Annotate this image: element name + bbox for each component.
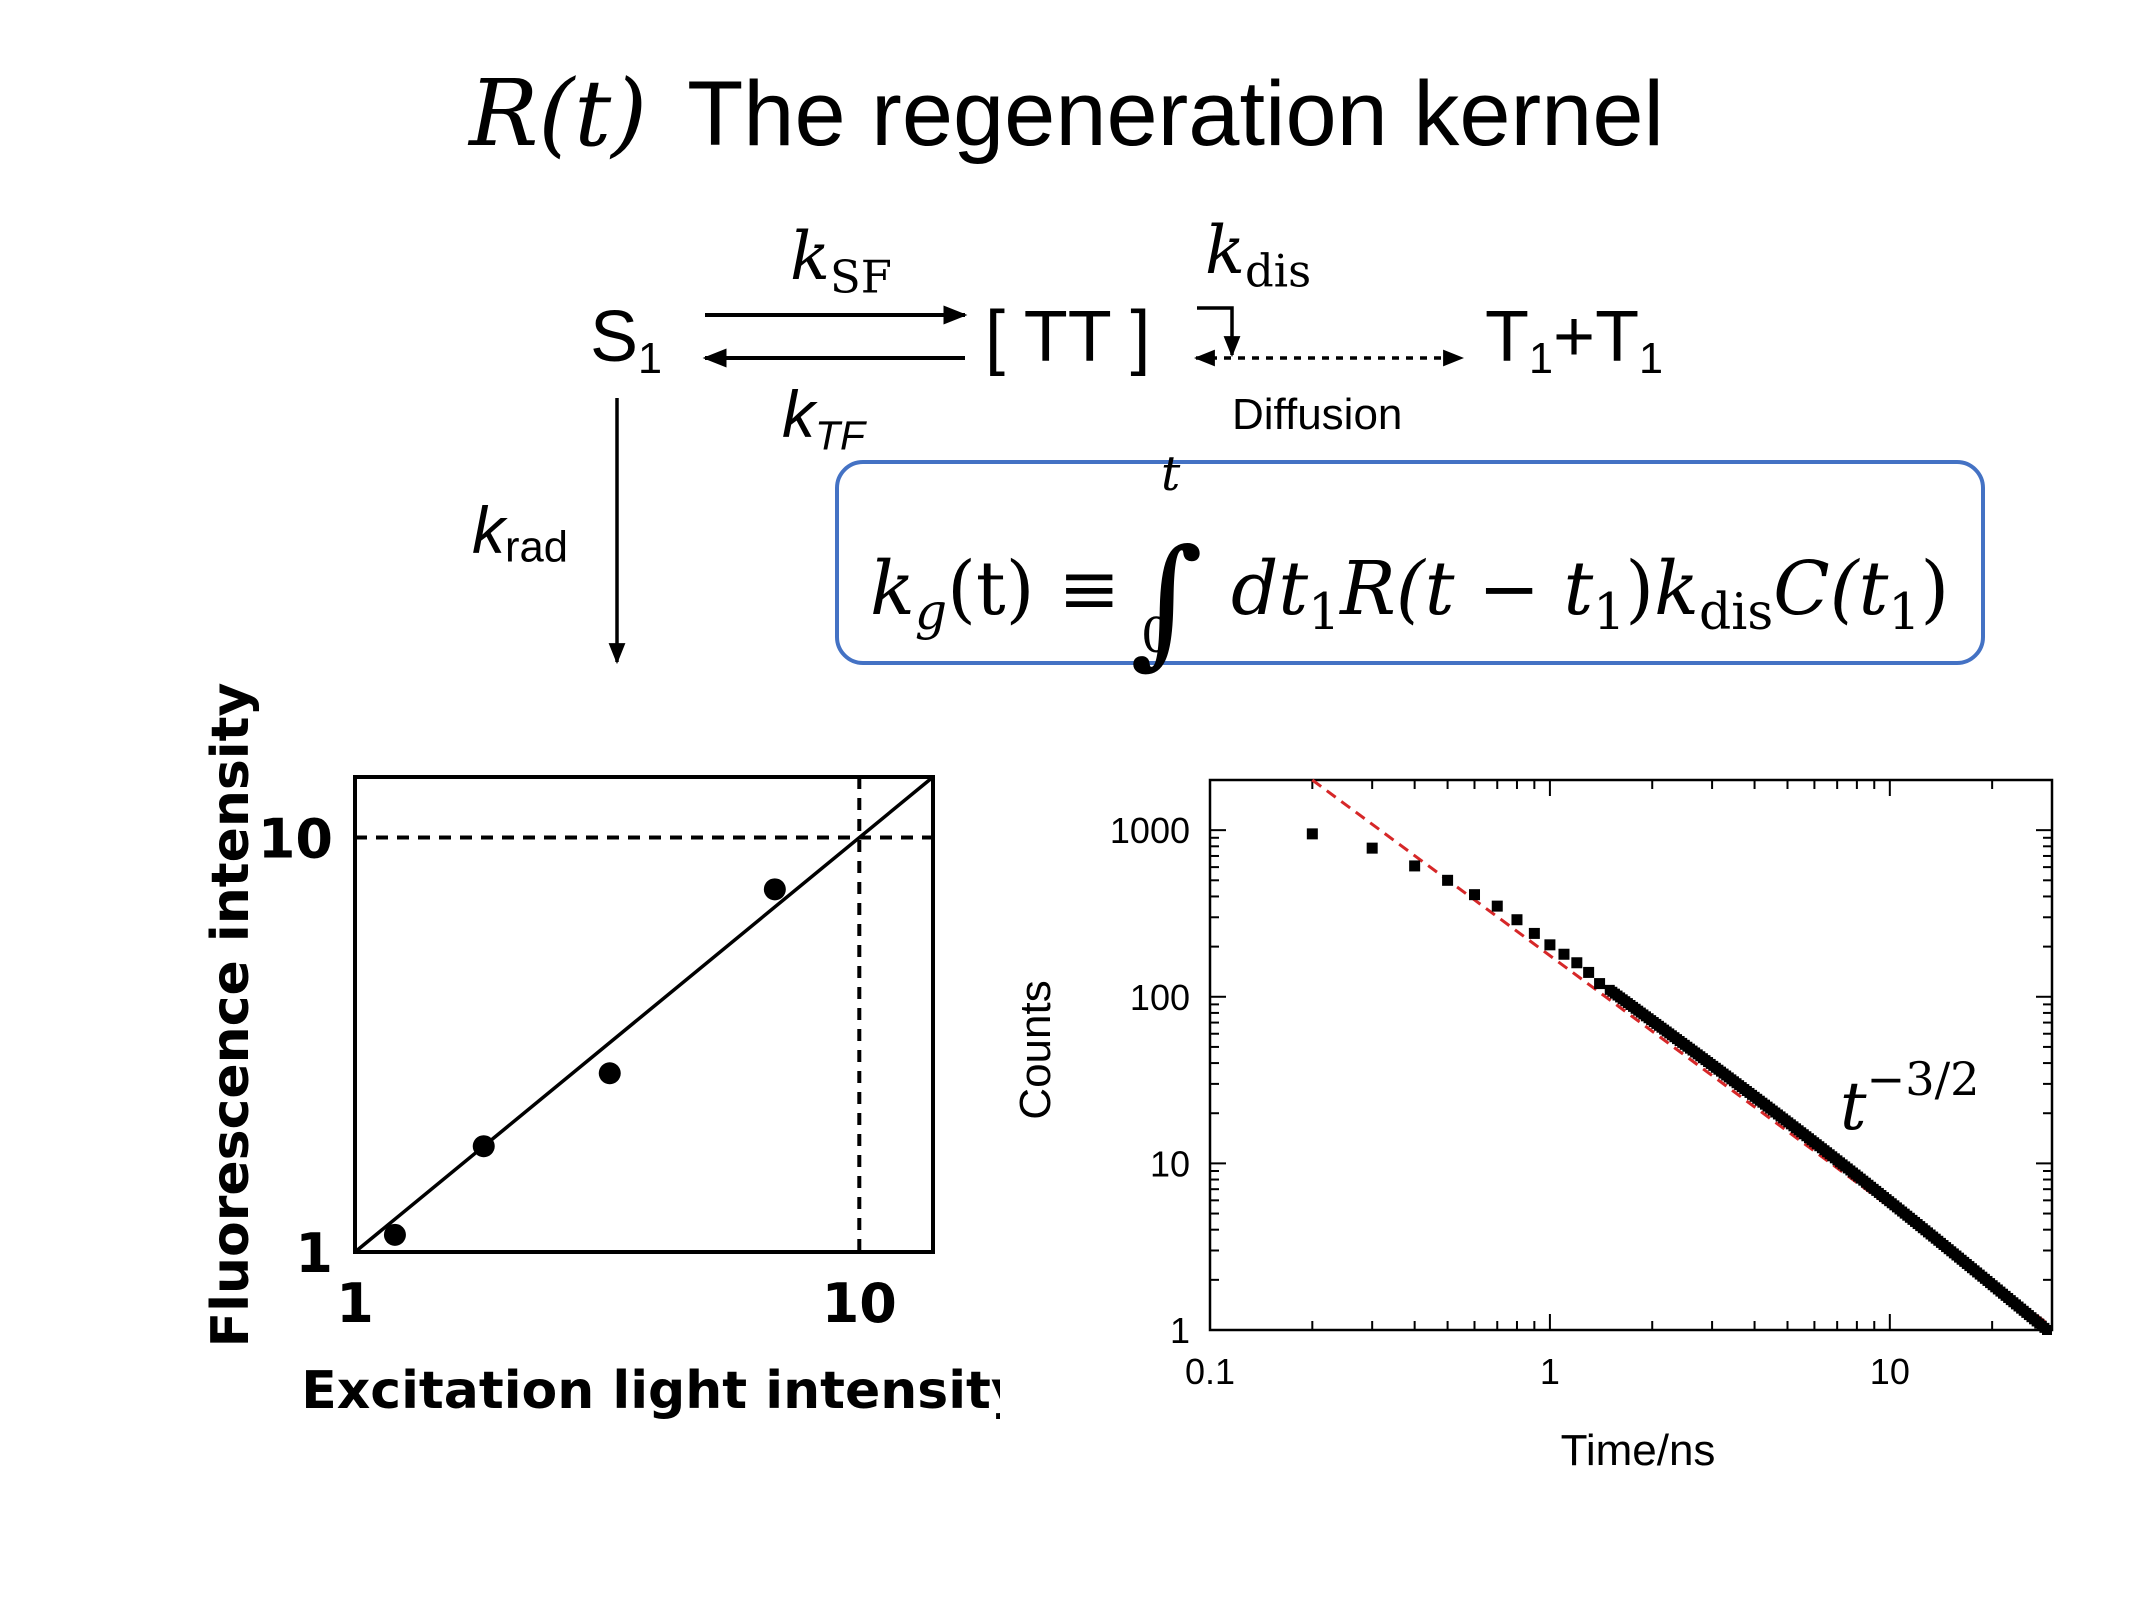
chart-fluorescence: 1 10 1 10 Excitation light intensity Fluore… bbox=[201, 683, 1000, 1421]
eq-upper-limit: t bbox=[1161, 446, 1181, 502]
chart1-reference-line bbox=[353, 775, 935, 1254]
chart1-point bbox=[383, 1223, 406, 1246]
diffusion-label: Diffusion bbox=[1232, 390, 1403, 439]
eq-dt: dt bbox=[1231, 546, 1309, 632]
k-dis-main: k bbox=[1205, 212, 1245, 289]
rate-k-dis: kdis bbox=[1205, 212, 1311, 297]
t1a-sub: 1 bbox=[1528, 335, 1554, 384]
chart2-point bbox=[1366, 842, 1378, 854]
eq-c-sub: 1 bbox=[1888, 582, 1921, 642]
chart2-ytick-label: 1000 bbox=[1110, 810, 1190, 851]
equation-box bbox=[835, 460, 1985, 665]
chart2-point bbox=[1306, 828, 1318, 840]
chart2-point bbox=[1594, 978, 1606, 990]
chart1-xlabel: Excitation light intensity bbox=[301, 1361, 1000, 1421]
s1-sub: 1 bbox=[638, 335, 663, 384]
chart2-ytick-label: 100 bbox=[1130, 977, 1190, 1018]
chart2-point bbox=[2041, 1325, 2052, 1335]
chart2-point bbox=[1583, 966, 1595, 978]
t1b-main: T bbox=[1595, 297, 1640, 377]
k-rad-sub: rad bbox=[505, 523, 568, 572]
s1-main: S bbox=[590, 297, 639, 377]
chart2-point bbox=[1571, 957, 1583, 969]
scheme-arrows bbox=[608, 305, 1465, 665]
chart2-point bbox=[1442, 874, 1454, 886]
chart1-ytick-label: 10 bbox=[258, 808, 333, 871]
chart2-point bbox=[1558, 948, 1570, 960]
chart2-ylabel: Counts bbox=[1011, 980, 1060, 1119]
chart2-xtick-label: 1 bbox=[1540, 1351, 1560, 1392]
species-s1: S1 bbox=[590, 296, 662, 384]
eq-lower-limit: 0 bbox=[1141, 608, 1172, 664]
chart1-xtick-label: 10 bbox=[822, 1272, 897, 1335]
power-law-exponent: −3/2 bbox=[1866, 1051, 1980, 1106]
rate-k-sf: kSF bbox=[790, 218, 892, 303]
eq-lhs: k bbox=[870, 546, 915, 632]
eq-integral: ∫ bbox=[1130, 520, 1204, 683]
k-tf-sub: TF bbox=[815, 412, 865, 459]
chart2-xlabel: Time/ns bbox=[1561, 1426, 1716, 1475]
eq-c-close: ) bbox=[1920, 546, 1950, 632]
species-t1t1: T1+T1 bbox=[1485, 296, 1663, 384]
eq-k: k bbox=[1654, 546, 1700, 632]
chart2-point bbox=[1528, 927, 1540, 939]
chart2-ytick-label: 10 bbox=[1150, 1143, 1190, 1184]
t1a-main: T bbox=[1485, 297, 1529, 377]
eq-k-sub: dis bbox=[1699, 582, 1774, 642]
chart1-ylabel: Fluorescence intensity bbox=[201, 683, 261, 1348]
species-tt: [ TT ] bbox=[985, 297, 1151, 377]
rate-k-rad: krad bbox=[472, 492, 568, 573]
k-tf-main: k bbox=[782, 377, 815, 451]
chart1-ytick-label: 1 bbox=[295, 1222, 333, 1285]
eq-kernel-sub: 1 bbox=[1593, 582, 1626, 642]
chart2-ytick-label: 1 bbox=[1170, 1310, 1190, 1351]
arrow-dis-hook bbox=[1197, 306, 1241, 358]
chart1-point bbox=[472, 1135, 495, 1158]
eq-kernel: R(t − t bbox=[1340, 546, 1594, 632]
chart1-point bbox=[763, 878, 786, 901]
chart2-point bbox=[1409, 860, 1421, 872]
t1b-sub: 1 bbox=[1639, 335, 1664, 384]
eq-c: C(t bbox=[1773, 546, 1889, 632]
power-law-label: t−3/2 bbox=[1840, 1052, 1980, 1145]
title-math: R(t) bbox=[469, 60, 648, 167]
chart2-point bbox=[1469, 889, 1481, 901]
eq-lhs-arg: (t) ≡ bbox=[947, 546, 1121, 632]
chart2-frame bbox=[1208, 778, 2054, 1332]
chart2-point bbox=[1491, 900, 1503, 912]
rate-k-tf: kTF bbox=[782, 376, 865, 459]
chart2-point bbox=[1511, 914, 1523, 926]
power-law-base: t bbox=[1840, 1068, 1867, 1145]
eq-lhs-sub: g bbox=[914, 582, 948, 642]
k-rad-main: k bbox=[472, 493, 505, 567]
plus-sign: + bbox=[1553, 297, 1596, 377]
chart2-point bbox=[1544, 939, 1556, 951]
eq-dt-sub: 1 bbox=[1308, 582, 1341, 642]
k-sf-sub: SF bbox=[830, 250, 892, 304]
title-text: The regeneration kernel bbox=[687, 63, 1664, 165]
chart1-point bbox=[598, 1062, 621, 1085]
chart1-xtick-label: 1 bbox=[336, 1272, 374, 1335]
kernel-equation: kg(t) ≡∫ t 0 dt1R(t − t1)kdisC(t1) bbox=[870, 446, 1950, 683]
page-title: R(t) The regeneration kernel bbox=[0, 60, 2133, 167]
eq-kernel-close: ) bbox=[1625, 546, 1655, 632]
chart1-frame bbox=[353, 775, 935, 1254]
chart2-xtick-label: 10 bbox=[1870, 1351, 1910, 1392]
k-dis-sub: dis bbox=[1245, 244, 1312, 298]
k-sf-main: k bbox=[790, 218, 830, 295]
chart2-xtick-label: 0.1 bbox=[1185, 1351, 1235, 1392]
